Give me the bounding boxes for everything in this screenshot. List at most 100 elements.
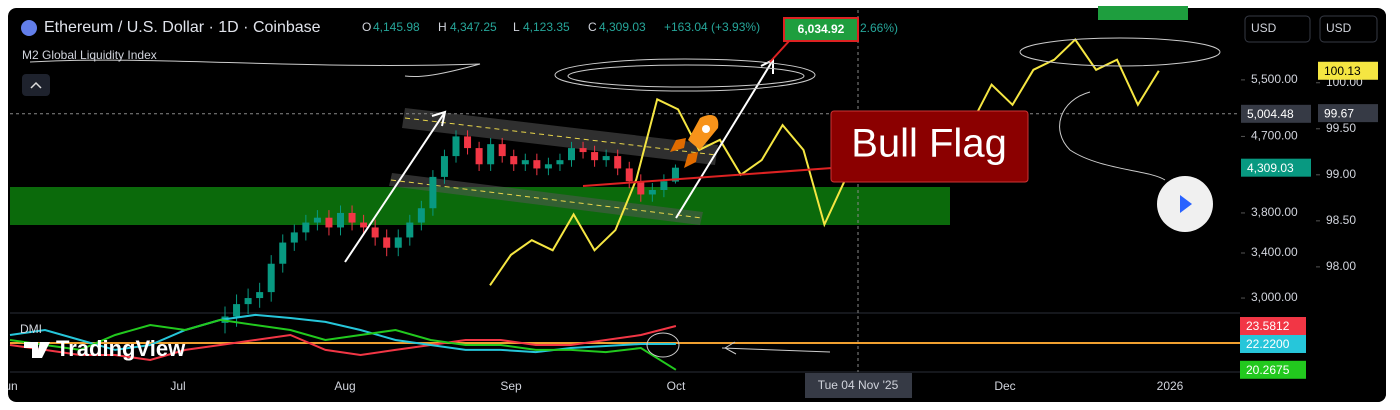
scribble xyxy=(721,341,831,355)
collapse-icon xyxy=(30,81,42,89)
y-tick-label: 5,500.00 xyxy=(1251,72,1298,86)
candle-body xyxy=(233,304,241,317)
candle-body xyxy=(440,156,448,177)
currency-button[interactable] xyxy=(1319,15,1378,43)
arrow xyxy=(344,110,447,263)
y-tick-label: 99.00 xyxy=(1326,167,1356,181)
symbol-title: Ethereum / U.S. Dollar · 1D · Coinbase xyxy=(44,19,321,36)
symbol-icon xyxy=(21,20,37,36)
candle-body xyxy=(591,152,599,161)
candle-body xyxy=(475,148,483,165)
candle-body xyxy=(487,144,495,165)
ellipse xyxy=(554,58,816,92)
scribble xyxy=(29,59,481,78)
y-tick-label: 3,000.00 xyxy=(1251,290,1298,304)
collapse-button[interactable] xyxy=(22,74,50,96)
candle-body xyxy=(544,164,552,169)
target-box-top xyxy=(1098,6,1188,20)
candle-body xyxy=(279,242,287,264)
target-label: 6,034.92 xyxy=(798,22,845,36)
currency-label: USD xyxy=(1326,21,1352,35)
indicator-title: M2 Global Liquidity Index xyxy=(22,48,157,62)
y-tick-label: 3,800.00 xyxy=(1251,205,1298,219)
last-price-tag: 4,309.03 xyxy=(1247,161,1294,175)
candle-body xyxy=(383,237,391,248)
candle-body xyxy=(637,181,645,195)
candle-body xyxy=(290,232,298,243)
candle-body xyxy=(660,181,668,191)
x-tick-label: Jul xyxy=(170,379,185,393)
ohlc-value: 4,347.25 xyxy=(450,20,497,34)
candle-body xyxy=(360,222,368,228)
crosshair-date-box xyxy=(805,373,912,398)
bull-flag-box xyxy=(830,110,1029,183)
pointer-line xyxy=(769,39,791,63)
ohlc-value: 4,123.35 xyxy=(523,20,570,34)
frame: 3,000.003,400.003,800.004,300.004,700.00… xyxy=(0,8,1386,402)
last-value-tag-box xyxy=(1240,317,1306,336)
play-icon xyxy=(1180,195,1192,213)
y-tick-label: 99.50 xyxy=(1326,121,1356,135)
crosshair-date: Tue 04 Nov '25 xyxy=(818,378,899,392)
candle-body xyxy=(417,208,425,223)
last-value-tag: 23.5812 xyxy=(1246,319,1290,333)
crosshair-price-tag-box xyxy=(1241,104,1311,123)
candle-body xyxy=(498,144,506,157)
candle-body xyxy=(648,190,656,195)
line xyxy=(9,318,677,371)
crosshair-price-tag: 5,004.48 xyxy=(1247,107,1294,121)
line xyxy=(489,37,1160,286)
last-value-tag: 22.2200 xyxy=(1246,337,1290,351)
partial-change: 2.66%) xyxy=(860,21,898,35)
candle-body xyxy=(602,156,610,161)
crosshair-value-tag-box xyxy=(1318,104,1378,123)
candle-body xyxy=(510,156,518,165)
last-value-tag-box xyxy=(1318,61,1378,80)
last-value-tag: 100.13 xyxy=(1324,64,1361,78)
channel-mid xyxy=(404,117,717,156)
ohlc-value: 4,309.03 xyxy=(599,20,646,34)
x-tick-label: 2026 xyxy=(1157,379,1184,393)
candle-body xyxy=(256,292,264,299)
candle-body xyxy=(244,298,252,305)
ellipse xyxy=(567,64,805,88)
ohlc-value: 4,145.98 xyxy=(373,20,420,34)
candle-body xyxy=(406,222,414,238)
y-tick-label: 98.00 xyxy=(1326,259,1356,273)
x-tick-label: Aug xyxy=(334,379,355,393)
line xyxy=(9,325,677,362)
candle-body xyxy=(521,160,529,165)
currency-label: USD xyxy=(1251,21,1277,35)
candle-body xyxy=(348,212,356,223)
change: +163.04 (+3.93%) xyxy=(664,20,760,34)
ohlc-key: L xyxy=(513,20,520,34)
y-tick-label: 98.50 xyxy=(1326,213,1356,227)
candle-body xyxy=(302,222,310,233)
crosshair-value-tag: 99.67 xyxy=(1324,106,1354,120)
x-tick-label: Dec xyxy=(994,379,1015,393)
last-value-tag-box xyxy=(1240,360,1306,379)
candle-body xyxy=(325,217,333,228)
candle-body xyxy=(337,212,344,228)
candle-body xyxy=(429,176,437,209)
x-tick-label: Jun xyxy=(0,379,18,393)
ohlc-key: C xyxy=(588,20,597,34)
candle-body xyxy=(371,227,379,238)
candle-body xyxy=(579,148,587,153)
line xyxy=(9,313,676,354)
dmi-title: DMI xyxy=(20,322,42,336)
candle-body xyxy=(267,263,275,293)
ellipse xyxy=(1019,37,1221,67)
currency-button[interactable] xyxy=(1244,15,1311,43)
ohlc-key: O xyxy=(362,20,371,34)
scribble xyxy=(1059,91,1166,181)
candle-body xyxy=(394,237,402,248)
channel-mid xyxy=(390,179,703,219)
last-value-tag: 20.2675 xyxy=(1246,363,1290,377)
candle-body xyxy=(625,168,633,182)
watermark: TradingView xyxy=(56,336,186,361)
last-price-tag-box xyxy=(1241,158,1311,177)
bull-flag-label: Bull Flag xyxy=(851,122,1007,166)
